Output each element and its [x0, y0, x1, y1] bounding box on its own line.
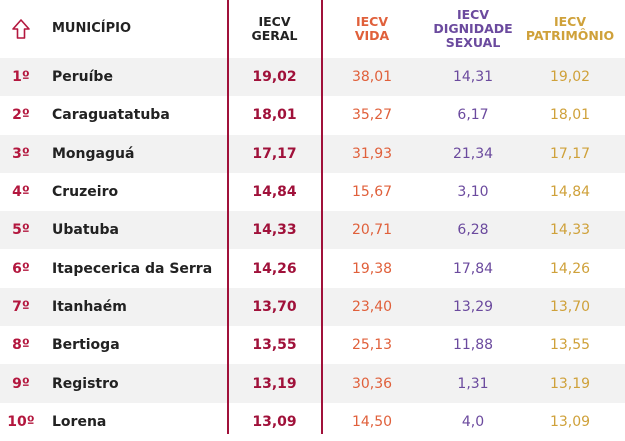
header-iecv-dignidade-sexual[interactable]: IECV DIGNIDADE SEXUAL: [433, 7, 513, 50]
table-row: 7º Itanhaém 13,70 23,40 13,29 13,70: [0, 287, 625, 327]
iecv-geral-cell: 18,01: [252, 107, 297, 124]
table-body: 1º Peruíbe 19,02 38,01 14,31 19,02 2º Caraguata…: [0, 58, 625, 441]
iecv-vida-cell: 14,50: [351, 413, 393, 430]
iecv-vida-cell: 15,67: [351, 184, 393, 201]
rank-cell: 6º: [12, 260, 30, 277]
up-arrow-outline-icon[interactable]: [0, 0, 42, 58]
iecv-geral-cell: 14,84: [252, 184, 297, 201]
rank-cell: 3º: [12, 145, 30, 162]
header-iecv-vida[interactable]: IECV VIDA: [354, 14, 390, 43]
municipio-cell: Caraguatatuba: [52, 107, 170, 124]
table-row: 4º Cruzeiro 14,84 15,67 3,10 14,84: [0, 173, 625, 211]
iecv-dignidade-cell: 17,84: [452, 260, 494, 277]
iecv-patrimonio-cell: 18,01: [549, 107, 591, 124]
iecv-patrimonio-cell: 14,26: [549, 260, 591, 277]
rank-cell: 7º: [12, 298, 30, 315]
table-row: 10º Lorena 13,09 14,50 4,0 13,09: [0, 403, 625, 441]
municipio-cell: Bertioga: [52, 337, 120, 354]
iecv-dignidade-cell: 11,88: [452, 337, 494, 354]
municipio-cell: Lorena: [52, 413, 107, 430]
iecv-vida-cell: 20,71: [351, 222, 393, 239]
iecv-patrimonio-cell: 14,84: [549, 184, 591, 201]
header-iecv-geral[interactable]: IECV GERAL: [251, 14, 298, 43]
table-row: 9º Registro 13,19 30,36 1,31 13,19: [0, 364, 625, 403]
column-divider-right: [321, 0, 323, 434]
table-header: MUNICÍPIO IECV GERAL IECV VIDA IECV DIGN…: [0, 0, 625, 58]
iecv-dignidade-cell: 4,0: [461, 413, 485, 430]
rank-cell: 10º: [7, 413, 35, 430]
column-divider-left: [227, 0, 229, 434]
iecv-patrimonio-cell: 14,33: [549, 222, 591, 239]
header-iecv-patrimonio[interactable]: IECV PATRIMÔNIO: [525, 14, 615, 43]
municipio-cell: Itapecerica da Serra: [52, 260, 213, 277]
rank-cell: 8º: [12, 337, 30, 354]
table-row: 2º Caraguatatuba 18,01 35,27 6,17 18,01: [0, 96, 625, 134]
iecv-geral-cell: 17,17: [252, 145, 297, 162]
rank-cell: 2º: [12, 107, 30, 124]
iecv-geral-cell: 13,55: [252, 337, 297, 354]
iecv-dignidade-cell: 6,17: [457, 107, 489, 124]
rank-cell: 1º: [12, 69, 30, 86]
municipio-cell: Itanhaém: [52, 298, 127, 315]
table-row: 6º Itapecerica da Serra 14,26 19,38 17,84 14,…: [0, 249, 625, 287]
iecv-patrimonio-cell: 19,02: [549, 69, 591, 86]
iecv-dignidade-cell: 14,31: [452, 69, 494, 86]
iecv-vida-cell: 31,93: [351, 145, 393, 162]
iecv-dignidade-cell: 1,31: [457, 375, 489, 392]
iecv-patrimonio-cell: 13,70: [549, 298, 591, 315]
iecv-dignidade-cell: 3,10: [457, 184, 489, 201]
iecv-dignidade-cell: 13,29: [452, 298, 494, 315]
rank-cell: 4º: [12, 184, 30, 201]
iecv-geral-cell: 19,02: [252, 69, 297, 86]
municipio-cell: Mongaguá: [52, 145, 135, 162]
table-row: 5º Ubatuba 14,33 20,71 6,28 14,33: [0, 211, 625, 250]
iecv-dignidade-cell: 6,28: [457, 222, 489, 239]
iecv-vida-cell: 19,38: [351, 260, 393, 277]
iecv-vida-cell: 25,13: [351, 337, 393, 354]
municipio-cell: Cruzeiro: [52, 184, 119, 201]
iecv-geral-cell: 14,33: [252, 222, 297, 239]
table-row: 1º Peruíbe 19,02 38,01 14,31 19,02: [0, 58, 625, 97]
iecv-geral-cell: 13,19: [252, 375, 297, 392]
rank-cell: 9º: [12, 375, 30, 392]
iecv-dignidade-cell: 21,34: [452, 145, 494, 162]
iecv-patrimonio-cell: 13,19: [549, 375, 591, 392]
iecv-vida-cell: 35,27: [351, 107, 393, 124]
iecv-geral-cell: 13,70: [252, 298, 297, 315]
iecv-geral-cell: 13,09: [252, 413, 297, 430]
iecv-vida-cell: 38,01: [351, 69, 393, 86]
iecv-geral-cell: 14,26: [252, 260, 297, 277]
municipio-cell: Ubatuba: [52, 222, 119, 239]
iecv-patrimonio-cell: 13,09: [549, 413, 591, 430]
municipio-cell: Peruíbe: [52, 69, 113, 86]
municipio-cell: Registro: [52, 375, 119, 392]
iecv-patrimonio-cell: 17,17: [549, 145, 591, 162]
iecv-vida-cell: 30,36: [351, 375, 393, 392]
table-row: 3º Mongaguá 17,17 31,93 21,34 17,17: [0, 134, 625, 173]
header-municipio[interactable]: MUNICÍPIO: [52, 21, 132, 36]
rank-cell: 5º: [12, 222, 30, 239]
iecv-vida-cell: 23,40: [351, 298, 393, 315]
iecv-patrimonio-cell: 13,55: [549, 337, 591, 354]
table-row: 8º Bertioga 13,55 25,13 11,88 13,55: [0, 326, 625, 364]
